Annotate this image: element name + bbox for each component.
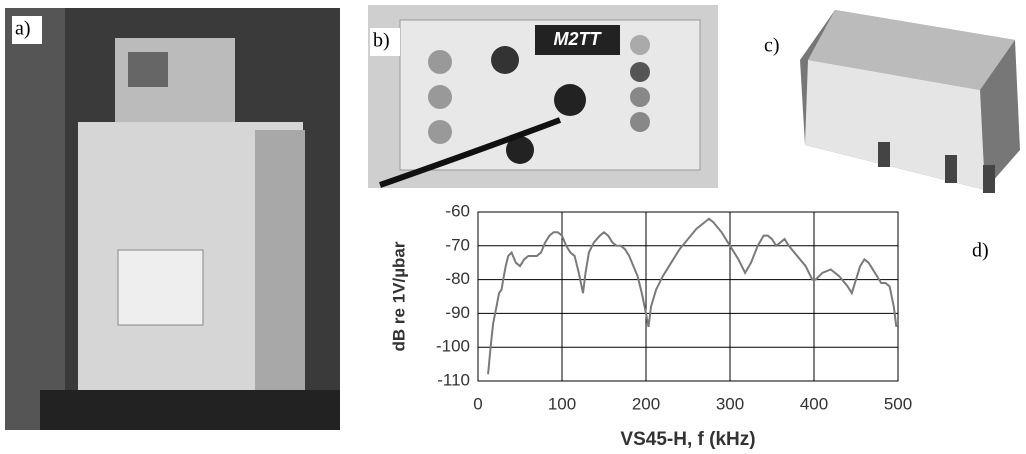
x-tick-label: 0 [473,394,482,413]
y-tick-label: -90 [445,303,470,322]
chart: -110 -100 -90 -80 -70 -60 0 100 200 300 400 500 VS45… [389,201,912,450]
x-tick-label: 300 [716,394,744,413]
y-axis-label: dB re 1V/µbar [389,241,408,351]
x-axis-label: VS45-H, f (kHz) [620,429,755,450]
y-tick-label: -110 [437,370,470,389]
x-tick-label: 200 [632,394,660,413]
y-tick-label: -70 [445,235,470,254]
y-tick-label: -80 [445,269,470,288]
panel-label: d) [972,240,989,262]
x-tick-label: 400 [800,394,828,413]
plot-area [477,211,899,382]
y-tick-label: -60 [445,201,470,220]
y-tick-label: -100 [436,337,470,356]
logo: M2TT [554,29,603,49]
panel-label: b) [373,30,390,52]
x-tick-label: 100 [548,394,576,413]
x-tick-label: 500 [884,394,912,413]
photo-c [800,10,1020,193]
photo-a [5,8,340,430]
panel-label: c) [764,35,780,57]
line [487,217,898,375]
panel-label: a) [15,18,31,40]
photo-b [368,5,718,188]
